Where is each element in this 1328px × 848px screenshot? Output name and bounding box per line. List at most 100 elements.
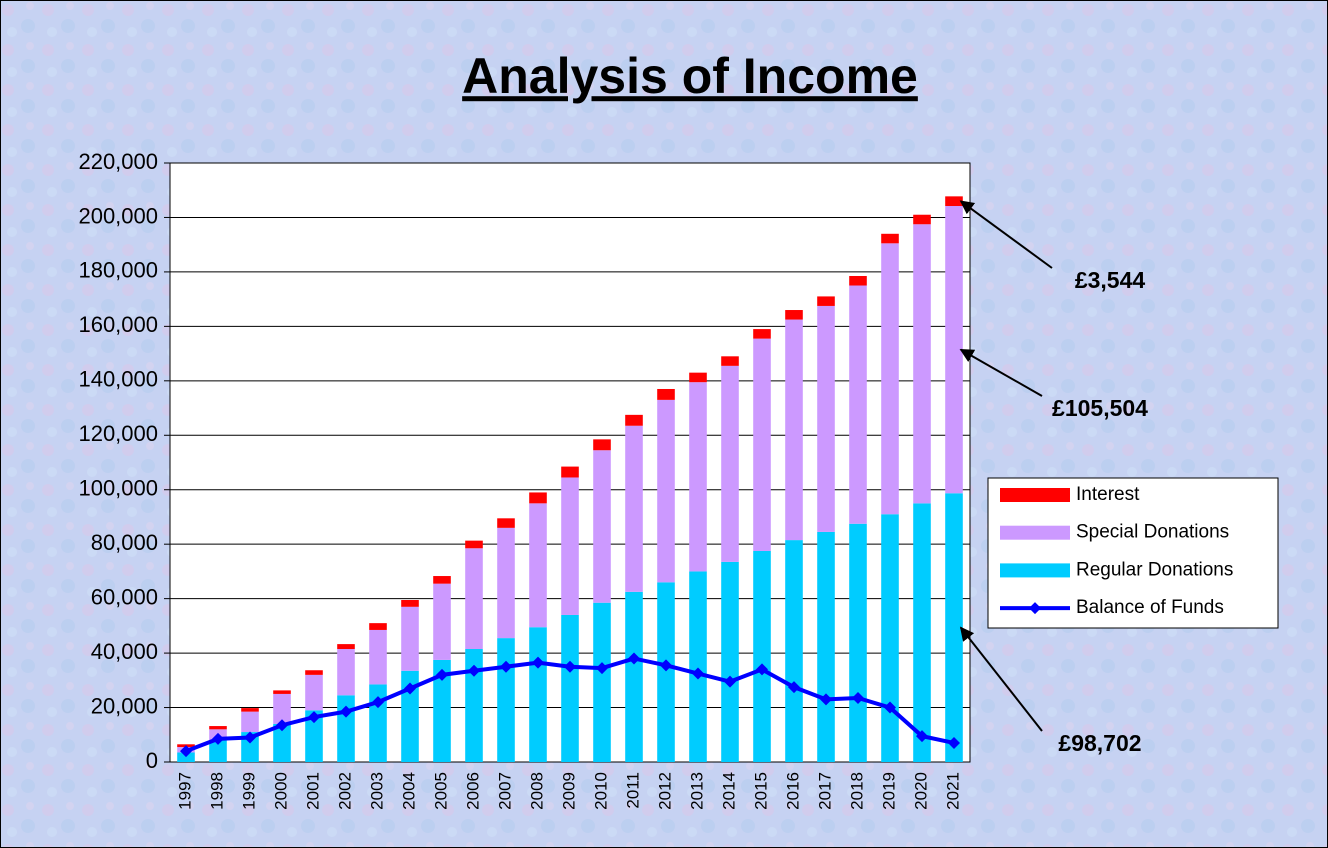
bar-segment (785, 319, 803, 541)
bar-segment (785, 540, 803, 762)
bar-segment (817, 296, 835, 306)
line-marker (756, 663, 768, 676)
annotation-arrow (959, 200, 1053, 269)
bar-segment (881, 514, 899, 762)
x-tick-label: 2005 (431, 772, 450, 810)
line-marker (596, 662, 608, 675)
bar-segment (625, 591, 643, 762)
bar-segment (913, 503, 931, 762)
bar-segment (369, 684, 387, 762)
line-marker (820, 693, 832, 706)
bar-segment (337, 644, 355, 650)
x-tick-label: 2020 (911, 772, 930, 810)
bar-segment (305, 710, 323, 762)
bar-segment (273, 690, 291, 694)
bar-segment (945, 206, 963, 494)
bar-segment (497, 527, 515, 639)
x-tick-label: 2016 (783, 772, 802, 810)
y-tick-label: 20,000 (91, 693, 158, 718)
bar-segment (945, 196, 963, 207)
bar-segment (369, 629, 387, 685)
bar-segment (209, 740, 227, 762)
y-tick-label: 0 (146, 748, 158, 773)
x-tick-label: 2010 (591, 772, 610, 810)
bar-segment (561, 466, 579, 478)
line-marker (404, 682, 416, 695)
bar-segment (273, 723, 291, 762)
bar-segment (497, 638, 515, 762)
x-tick-label: 1997 (175, 772, 194, 810)
y-tick-label: 220,000 (78, 149, 158, 174)
annotation: £105,504 (1052, 395, 1148, 421)
line-marker (340, 705, 352, 718)
bar-segment (721, 561, 739, 762)
legend (987, 477, 1279, 629)
y-tick-label: 100,000 (78, 476, 158, 501)
line-marker (724, 675, 736, 688)
line-marker (692, 667, 704, 680)
bar-segment (401, 670, 419, 762)
x-tick-label: 2007 (495, 772, 514, 810)
x-tick-label: 2001 (303, 772, 322, 810)
line-marker (500, 660, 512, 673)
x-tick-label: 2018 (847, 772, 866, 810)
bar-segment (561, 477, 579, 615)
line-marker (628, 652, 640, 665)
bar-segment (401, 599, 419, 607)
bar-segment (337, 649, 355, 696)
bar-segment (849, 285, 867, 524)
bar-segment (497, 518, 515, 528)
bar-segment (913, 224, 931, 504)
annotation: £3,544 (1075, 267, 1146, 293)
bar-segment (337, 695, 355, 762)
y-tick-label: 80,000 (91, 530, 158, 555)
bar-segment (433, 576, 451, 584)
bar-segment (721, 365, 739, 562)
bar-segment (273, 693, 291, 724)
bar-segment (465, 649, 483, 762)
line-marker (532, 656, 544, 669)
x-tick-label: 2006 (463, 772, 482, 810)
chart-title: Analysis of Income (462, 48, 918, 104)
bar-segment (209, 726, 227, 730)
bar-segment (753, 338, 771, 551)
bar-segment (529, 503, 547, 628)
x-tick-label: 2009 (559, 772, 578, 810)
x-tick-label: 2021 (943, 772, 962, 810)
bar-segment (305, 674, 323, 711)
bar-segment (689, 382, 707, 572)
bar-segment (817, 531, 835, 762)
line-marker (436, 668, 448, 681)
legend-label: Balance of Funds (1076, 597, 1224, 618)
line-marker (788, 681, 800, 694)
bar-segment (529, 492, 547, 504)
x-tick-label: 2012 (655, 772, 674, 810)
bar-segment (849, 523, 867, 762)
line-marker (564, 660, 576, 673)
y-tick-label: 140,000 (78, 367, 158, 392)
bar-segment (241, 711, 259, 733)
line-marker (372, 696, 384, 709)
line-marker (180, 745, 192, 758)
x-tick-label: 2011 (623, 772, 642, 809)
x-tick-label: 2019 (879, 772, 898, 810)
line-marker (276, 719, 288, 732)
bar-segment (625, 425, 643, 592)
line-marker (212, 732, 224, 745)
bar-segment (881, 233, 899, 244)
x-tick-label: 2017 (815, 772, 834, 810)
annotation-arrow (959, 348, 1043, 397)
bar-segment (625, 414, 643, 426)
bar-segment (593, 439, 611, 451)
bar-segment (657, 388, 675, 400)
y-tick-label: 40,000 (91, 639, 158, 664)
bar-segment (657, 399, 675, 583)
bar-segment (465, 548, 483, 650)
line-marker (660, 659, 672, 672)
legend-swatch (1000, 563, 1070, 578)
y-tick-label: 200,000 (78, 203, 158, 228)
x-tick-label: 2015 (751, 772, 770, 810)
line-marker (948, 736, 960, 749)
bar-segment (817, 305, 835, 532)
